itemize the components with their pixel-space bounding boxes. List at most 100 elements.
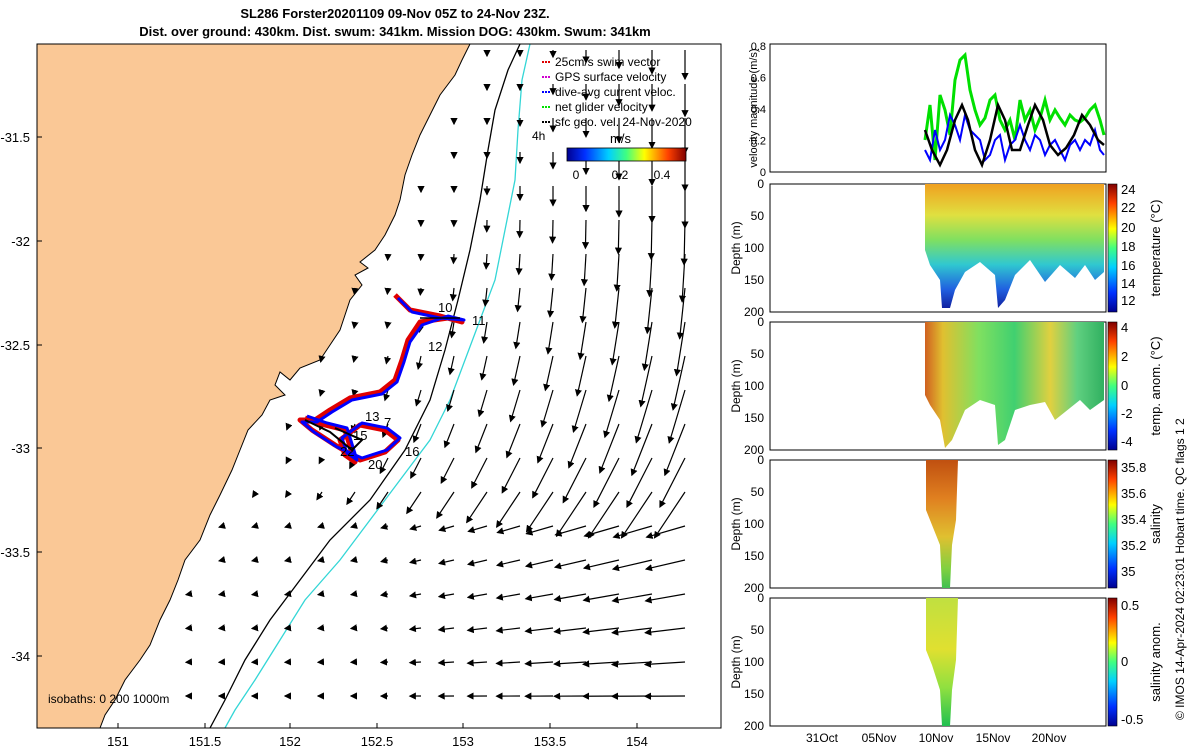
lon-tick-label: 153: [452, 734, 474, 749]
glider-track: [297, 293, 466, 465]
velocity-vector: [351, 355, 359, 364]
velocity-vector: [514, 287, 522, 313]
velocity-ytick-label: 0.4: [751, 104, 766, 116]
temperature-cblabel: temperature (°C): [1148, 200, 1163, 297]
velocity-vector: [593, 457, 620, 509]
depth-ytick-label: 150: [744, 687, 764, 701]
temp-anom-field: [925, 322, 1104, 448]
velocity-vector: [611, 287, 620, 329]
velocity-vector: [437, 658, 455, 667]
velocity-vector: [614, 219, 623, 255]
velocity-vector: [582, 559, 620, 571]
velocity-vector: [384, 287, 392, 296]
velocity-vector: [581, 219, 590, 250]
legend-entry: sfc geo. vel. 24-Nov-2020: [555, 115, 692, 129]
cb-tick-label: 0: [1121, 654, 1128, 669]
velocity-vector: [466, 626, 488, 634]
velocity-vector: [482, 253, 491, 270]
depth-ytick-label: 50: [751, 347, 765, 361]
depth-ytick-label: 200: [744, 581, 764, 595]
cb-tick-label: 35.8: [1121, 460, 1146, 475]
velocity-vector: [316, 556, 325, 564]
day-label: 12: [428, 339, 442, 354]
velocity-vector: [644, 627, 686, 636]
velocity-vector: [676, 287, 686, 340]
salinity-colorbar: [1107, 459, 1118, 589]
velocity-vector: [349, 556, 358, 564]
sfc-geo-velocity-vectors: [184, 50, 689, 700]
velocity-vector: [495, 593, 521, 601]
velocity-vector: [417, 287, 425, 297]
speed-colorbar: [566, 147, 687, 162]
depth-ytick-label: 150: [744, 549, 764, 563]
velocity-vector: [406, 491, 422, 515]
velocity-vector: [408, 658, 422, 666]
velocity-vector: [626, 457, 653, 509]
velocity-vector: [477, 389, 488, 418]
velocity-vector: [659, 457, 686, 509]
velocity-vector: [545, 321, 554, 355]
velocity-vector: [524, 559, 554, 569]
velocity-vector: [438, 525, 455, 533]
velocity-vector: [511, 355, 521, 387]
day-label: 20: [368, 457, 382, 472]
salinity-field: [926, 460, 958, 588]
velocity-vector: [448, 321, 457, 339]
lon-tick-label: 151.5: [189, 734, 222, 749]
velocity-vector: [496, 525, 521, 535]
velocity-vector: [582, 593, 620, 603]
lon-tick-label: 151: [107, 734, 129, 749]
temperature-panel: Depth (m) temperature (°C) 050100150200 …: [729, 177, 1163, 319]
day-label: 7: [384, 415, 391, 430]
time-xtick-label: 10Nov: [919, 731, 954, 745]
velocity-vector: [644, 559, 686, 572]
lon-tick-label: 153.5: [534, 734, 567, 749]
sal-anom-ylabel: Depth (m): [729, 635, 743, 688]
velocity-vector: [376, 491, 389, 510]
cb-tick-label: 2: [1121, 349, 1128, 364]
velocity-yticks: 0 0.2 0.4 0.6 0.8: [751, 41, 766, 179]
cb-tick-label: 35.4: [1121, 512, 1146, 527]
velocity-vector: [553, 660, 587, 668]
sal-anom-field: [926, 598, 958, 726]
colorbar-tick-label: 0.2: [612, 168, 629, 182]
sal-anom-panel: Depth (m) salinity anom. 0 50 100 150 200 0.…: [729, 591, 1163, 733]
time-xtick-label: 05Nov: [862, 731, 897, 745]
cb-tick-label: 16: [1121, 258, 1135, 273]
velocity-ytick-label: 0.8: [751, 41, 766, 53]
velocity-vector: [380, 522, 389, 530]
velocity-vector: [467, 525, 488, 534]
day-label: 16: [405, 444, 419, 459]
figure-title-line1: SL286 Forster20201109 09-Nov 05Z to 24-N…: [240, 6, 550, 21]
temperature-field: [925, 184, 1104, 308]
velocity-vector: [412, 423, 422, 444]
temp-anom-panel: Depth (m) temp. anom. (°C) 050100150200 …: [729, 315, 1163, 457]
cb-tick-label: 24: [1121, 182, 1135, 197]
velocity-vector: [554, 525, 587, 537]
day-label: 13: [365, 409, 379, 424]
velocity-vector: [408, 591, 422, 599]
velocity-vector: [285, 422, 293, 431]
velocity-vector: [670, 355, 686, 411]
lon-tick-label: 152: [279, 734, 301, 749]
velocity-vector: [508, 389, 521, 423]
velocity-vector: [410, 457, 422, 480]
velocity-vector: [415, 355, 423, 370]
cb-tick-label: 14: [1121, 276, 1135, 291]
velocity-vector: [437, 592, 455, 600]
velocity-vector: [317, 521, 325, 529]
velocity-vector: [409, 523, 422, 531]
velocity-vector: [612, 525, 653, 539]
velocity-vector: [524, 659, 554, 667]
velocity-vector: [540, 389, 554, 428]
velocity-vector: [350, 521, 358, 529]
cb-tick-label: 0: [1121, 378, 1128, 393]
velocity-vector: [536, 423, 554, 464]
depth-ytick-label: 0: [757, 177, 764, 191]
colorbar-title: m/s: [610, 131, 631, 146]
lat-tick-label: -32: [11, 234, 30, 249]
salinity-cblabel: salinity: [1148, 504, 1163, 544]
velocity-vector: [603, 389, 620, 439]
sfc-geo-velocity-series: [923, 101, 1105, 169]
